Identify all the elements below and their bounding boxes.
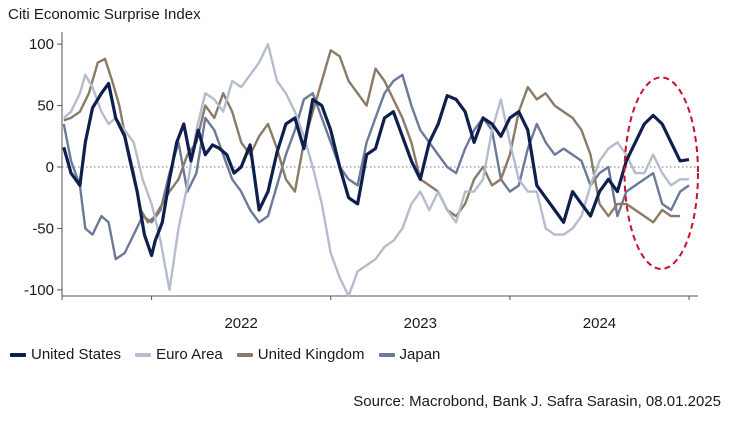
y-tick-label: -50 <box>32 220 54 237</box>
y-tick-label: 50 <box>37 98 54 115</box>
chart-axes <box>57 32 698 300</box>
x-tick-label: 2022 <box>224 315 257 332</box>
line-chart: 100 50 0 -50 -100 2022 2023 2024 <box>24 32 700 332</box>
legend-label-united-kingdom: United Kingdom <box>257 346 365 363</box>
source-note: Source: Macrobond, Bank J. Safra Sarasin… <box>353 393 721 410</box>
legend-label-japan: Japan <box>399 346 441 363</box>
series-line-united-states <box>62 81 690 258</box>
legend-label-euro-area: Euro Area <box>156 346 223 363</box>
legend-swatch-japan <box>378 352 395 357</box>
chart-tick-labels: 100 50 0 -50 -100 2022 2023 2024 <box>24 36 616 332</box>
highlight-ellipse <box>623 76 700 270</box>
y-tick-label: 100 <box>29 36 54 53</box>
y-tick-label: -100 <box>24 282 54 299</box>
chart-title: Citi Economic Surprise Index <box>8 6 201 23</box>
chart-legend: United States Euro Area United Kingdom J… <box>10 346 440 363</box>
chart-series <box>62 42 690 298</box>
x-tick-label: 2023 <box>404 315 437 332</box>
legend-item-united-kingdom: United Kingdom <box>236 346 365 363</box>
legend-item-united-states: United States <box>10 346 121 363</box>
highlight-annotation <box>623 76 700 270</box>
legend-item-japan: Japan <box>378 346 441 363</box>
legend-swatch-united-kingdom <box>236 352 253 357</box>
legend-item-euro-area: Euro Area <box>135 346 223 363</box>
legend-label-united-states: United States <box>31 346 122 363</box>
legend-swatch-euro-area <box>135 352 152 357</box>
series-line-euro-area <box>63 42 689 298</box>
x-tick-label: 2024 <box>583 315 616 332</box>
series-line-japan <box>62 73 690 261</box>
y-tick-label: 0 <box>46 159 54 176</box>
legend-swatch-united-states <box>10 352 26 357</box>
